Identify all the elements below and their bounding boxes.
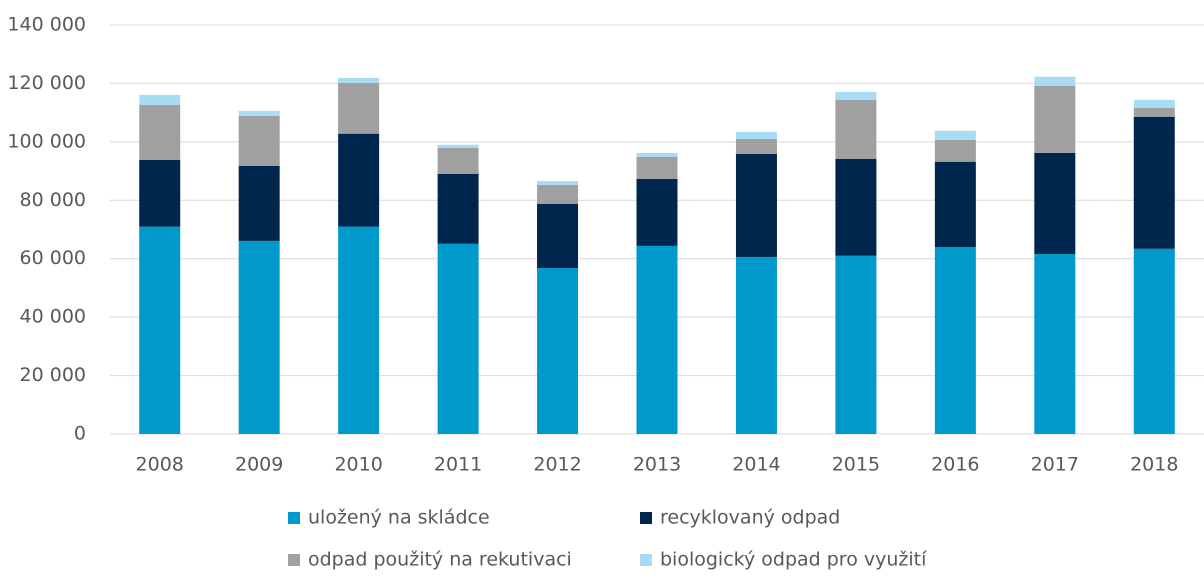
bar-segment (835, 99, 877, 159)
legend-label: odpad použitý na rekutivaci (308, 549, 572, 571)
bar-segment (1034, 85, 1076, 153)
legend-swatch (640, 512, 652, 524)
bar-segment (1133, 248, 1175, 434)
bar-segment (537, 181, 579, 185)
bar-segment (735, 131, 777, 139)
x-tick-label: 2008 (136, 454, 184, 476)
x-tick-label: 2010 (334, 454, 382, 476)
bar-segment (735, 153, 777, 257)
bar-segment (1133, 99, 1175, 108)
x-tick-label: 2011 (434, 454, 482, 476)
y-tick-label: 0 (74, 423, 86, 445)
bar-segment (1133, 107, 1175, 117)
bar-segment (934, 130, 976, 140)
bar-segment (636, 245, 678, 434)
bar-segment (238, 115, 280, 166)
bar-segment (139, 159, 181, 227)
bar-segment (636, 152, 678, 157)
bar-segment (1133, 116, 1175, 249)
bar-segment (735, 138, 777, 154)
bar-segment (537, 203, 579, 269)
bar-segment (238, 165, 280, 241)
bar-segment (636, 178, 678, 246)
bar-segment (437, 243, 479, 434)
y-tick-label: 60 000 (20, 247, 86, 269)
bar-segment (139, 94, 181, 105)
x-tick-label: 2014 (732, 454, 780, 476)
y-tick-label: 40 000 (20, 306, 86, 328)
legend-label: uložený na skládce (308, 507, 490, 529)
bar-segment (338, 77, 380, 83)
x-tick-label: 2012 (533, 454, 581, 476)
bar-segment (338, 226, 380, 434)
bar-segment (537, 268, 579, 434)
bar-segment (735, 256, 777, 434)
x-tick-label: 2009 (235, 454, 283, 476)
x-tick-label: 2016 (931, 454, 979, 476)
bar-segment (1034, 254, 1076, 434)
bar-segment (437, 144, 479, 148)
y-tick-label: 80 000 (20, 189, 86, 211)
bar-segment (238, 110, 280, 116)
bar-segment (139, 104, 181, 160)
legend-label: recyklovaný odpad (660, 507, 840, 529)
bar-segment (835, 158, 877, 256)
bar-segment (338, 133, 380, 227)
x-tick-label: 2015 (832, 454, 880, 476)
y-tick-label: 120 000 (7, 72, 86, 94)
bar-segment (934, 247, 976, 434)
bar-segment (437, 173, 479, 244)
x-tick-label: 2018 (1130, 454, 1178, 476)
x-tick-label: 2013 (633, 454, 681, 476)
legend-swatch (640, 554, 652, 566)
y-tick-label: 140 000 (7, 14, 86, 36)
legend-swatch (288, 554, 300, 566)
bar-segment (835, 91, 877, 100)
y-tick-label: 100 000 (7, 130, 86, 152)
bar-segment (835, 255, 877, 434)
bar-segment (1034, 76, 1076, 86)
bar-segment (338, 82, 380, 134)
bar-segment (1034, 152, 1076, 255)
legend-swatch (288, 512, 300, 524)
bar-segment (636, 156, 678, 179)
y-tick-label: 20 000 (20, 364, 86, 386)
bar-segment (934, 161, 976, 248)
bar-segment (537, 184, 579, 204)
bar-segment (934, 139, 976, 162)
bar-segment (437, 147, 479, 174)
bar-segment (139, 226, 181, 434)
x-tick-label: 2017 (1031, 454, 1079, 476)
bar-segment (238, 240, 280, 434)
legend-label: biologický odpad pro využití (660, 549, 927, 571)
